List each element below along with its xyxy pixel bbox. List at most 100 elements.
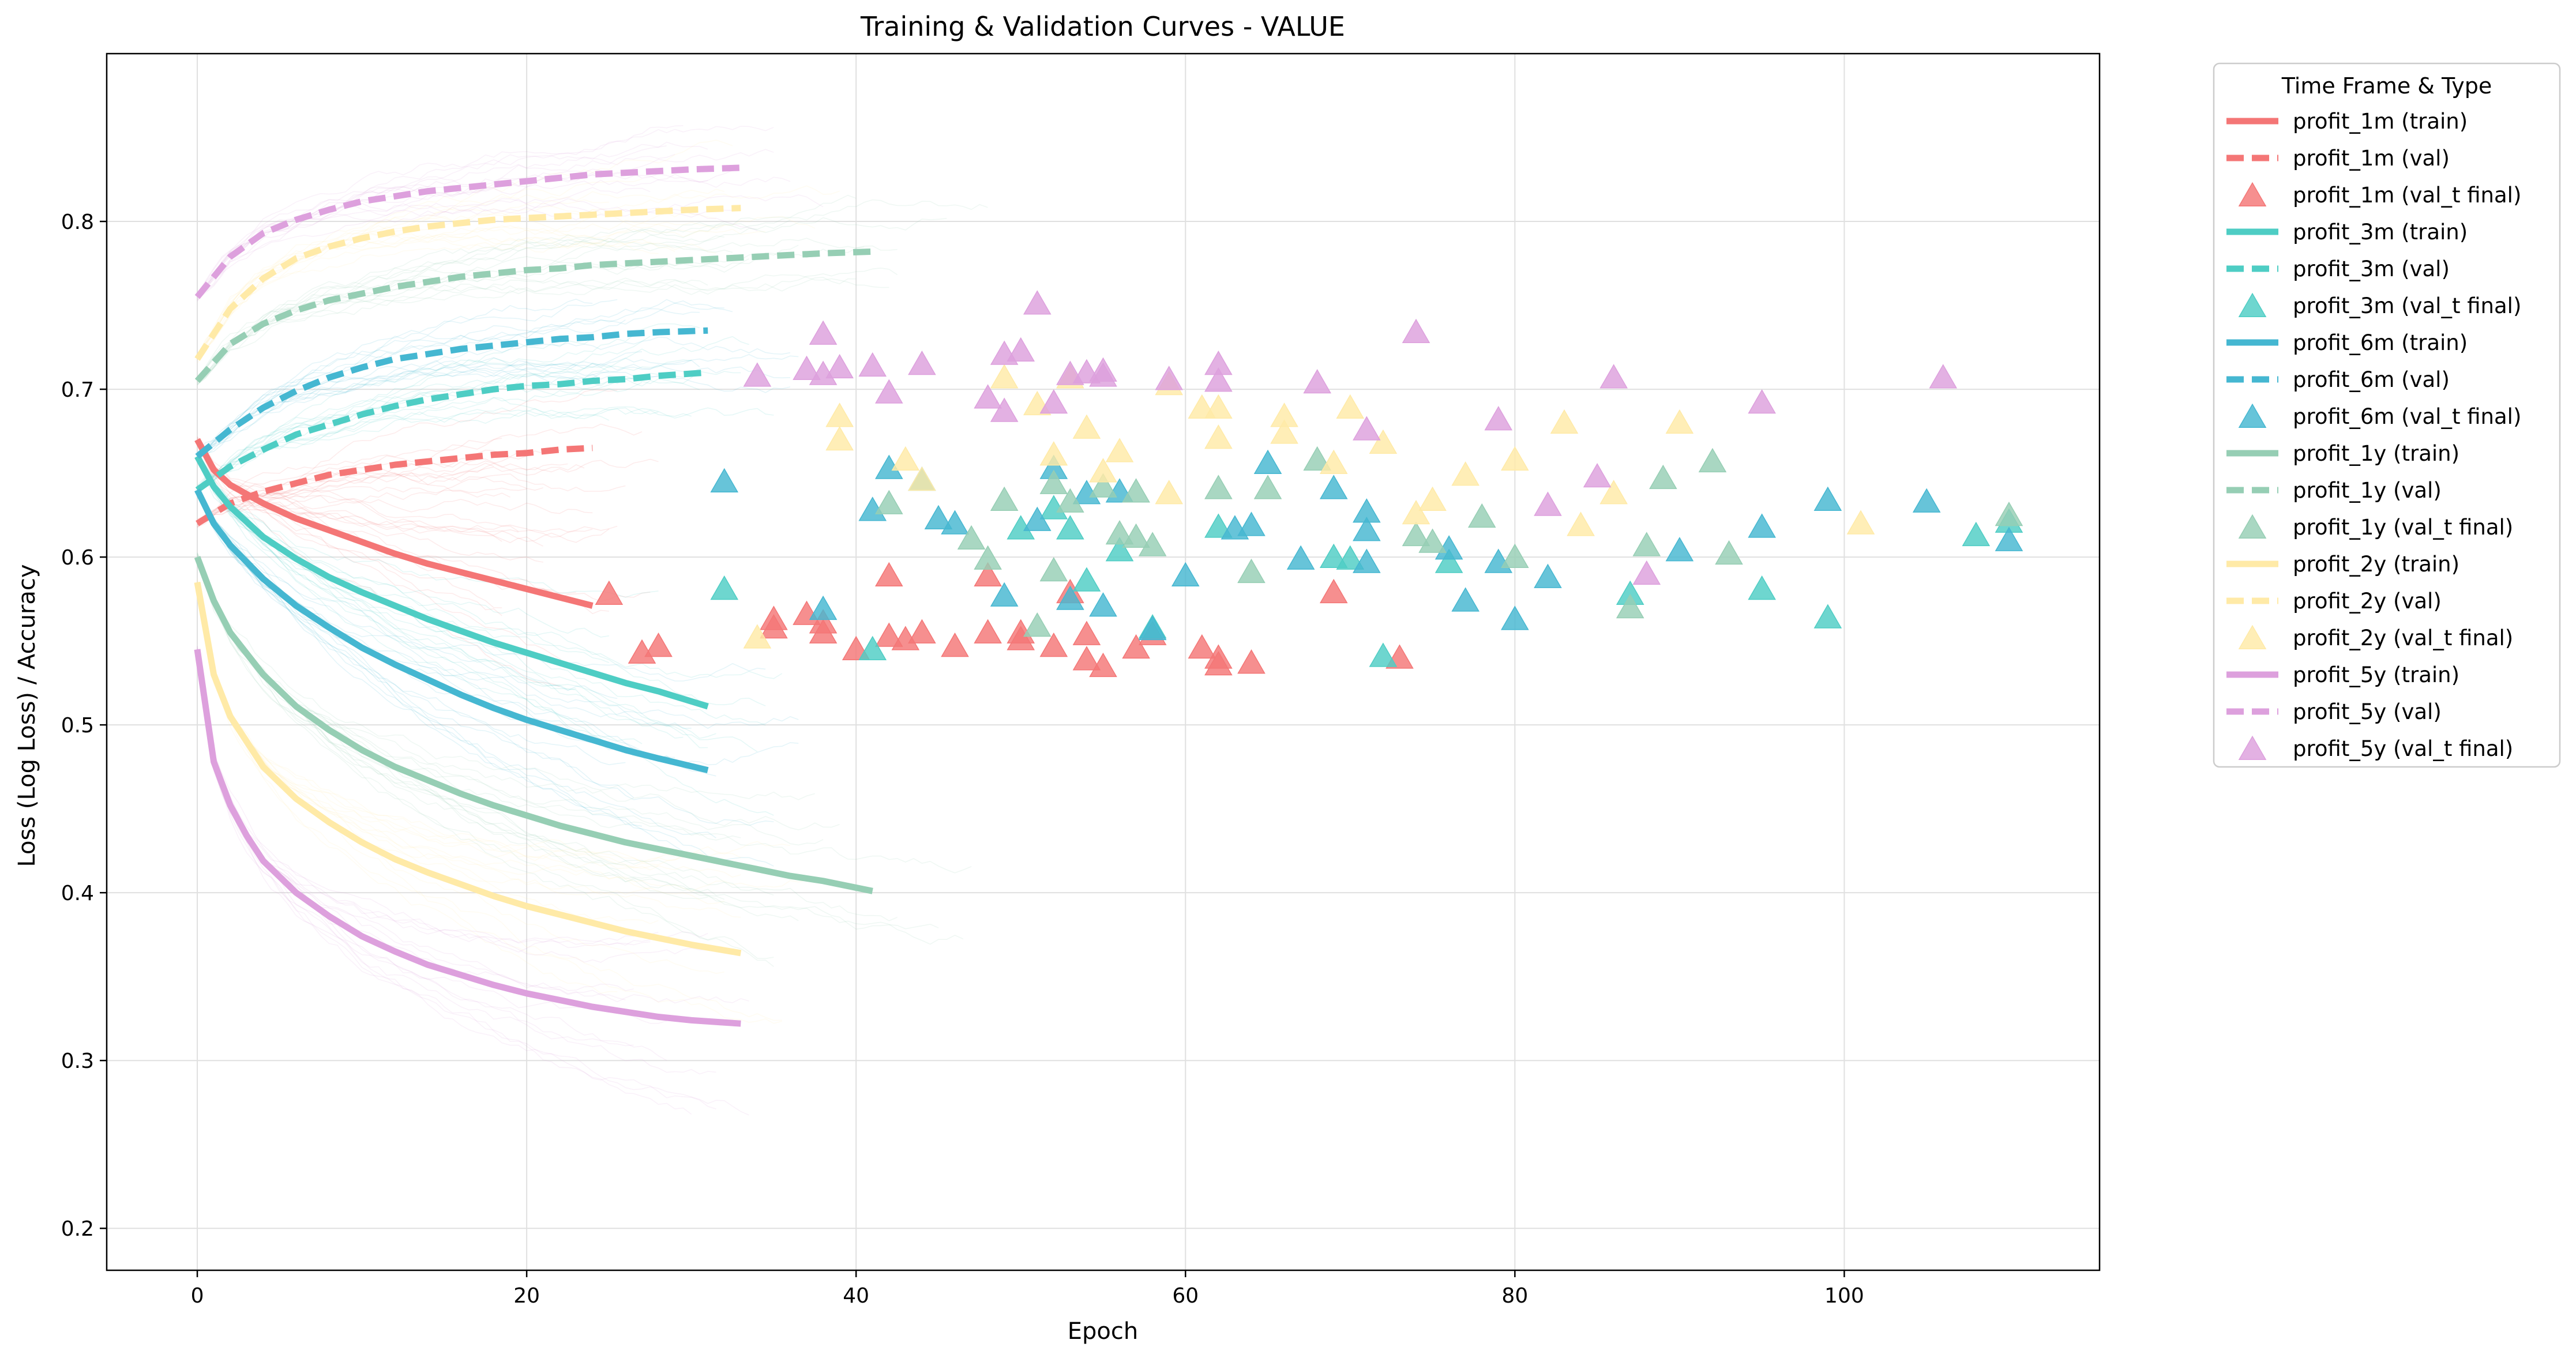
point-profit_1m (val_t final): [644, 632, 673, 657]
series-line-profit_5y (val): [194, 164, 741, 299]
legend-entry: profit_1y (train): [2226, 441, 2459, 466]
point-profit_1m (val_t final): [1039, 632, 1068, 657]
legend-entry: profit_2y (train): [2226, 552, 2459, 577]
point-profit_5y (val_t final): [793, 355, 821, 381]
point-profit_5y (val_t final): [1599, 364, 1628, 389]
point-profit_6m (val_t final): [1534, 563, 1562, 588]
series-line-profit_3m (train): [194, 454, 709, 710]
legend-entry: profit_6m (train): [2226, 330, 2468, 355]
run-trace: [197, 213, 816, 357]
run-trace: [197, 580, 724, 905]
run-trace: [197, 558, 972, 874]
point-profit_3m (val_t final): [1336, 545, 1365, 570]
point-profit_2y (val_t final): [1336, 394, 1365, 419]
point-profit_2y (val_t final): [891, 446, 920, 471]
run-trace: [197, 217, 947, 386]
series-line-profit_1m (val): [196, 445, 593, 526]
run-trace: [197, 459, 659, 598]
point-profit_6m (val_t final): [1501, 605, 1529, 630]
point-profit_1m (val_t final): [1237, 649, 1266, 674]
point-profit_1y (val_t final): [1715, 540, 1743, 565]
point-profit_5y (val_t final): [1089, 357, 1117, 382]
run-trace: [197, 126, 774, 298]
legend-marker: [2238, 182, 2267, 206]
point-profit_6m (val_t final): [1665, 537, 1694, 562]
run-trace: [197, 323, 700, 491]
run-trace: [197, 372, 692, 486]
legend-entry: profit_2y (val): [2226, 589, 2442, 614]
legend-entry: profit_2y (val_t final): [2238, 624, 2513, 650]
run-trace: [197, 492, 774, 867]
run-trace: [197, 442, 502, 616]
point-profit_2y (val_t final): [1567, 511, 1595, 536]
point-profit_3m (val_t final): [710, 575, 739, 600]
point-profit_1m (val_t final): [1122, 634, 1150, 659]
run-trace: [197, 172, 609, 297]
run-trace: [197, 371, 741, 491]
point-profit_6m (val_t final): [1353, 548, 1381, 573]
point-profit_5y (val_t final): [1484, 406, 1513, 431]
point-profit_3m (val_t final): [1748, 575, 1776, 600]
point-profit_6m (val_t final): [1023, 506, 1052, 531]
point-profit_1y (val_t final): [875, 490, 903, 514]
point-profit_3m (val_t final): [1072, 567, 1101, 592]
run-trace: [197, 353, 799, 454]
series-line-profit_6m (val): [195, 327, 708, 459]
legend-label: profit_3m (train): [2293, 220, 2468, 244]
legend: Time Frame & Type profit_1m (train) profi…: [2213, 62, 2561, 768]
point-profit_6m (val_t final): [1813, 486, 1842, 511]
run-trace: [197, 268, 898, 385]
point-profit_1m (val_t final): [1072, 646, 1101, 671]
point-profit_1y (val_t final): [990, 486, 1019, 511]
legend-entry: profit_3m (val): [2226, 257, 2450, 281]
legend-label: profit_2y (val_t final): [2293, 626, 2513, 650]
point-profit_5y (val_t final): [1303, 369, 1331, 394]
point-profit_2y (val_t final): [743, 624, 772, 649]
legend-entry: profit_3m (val_t final): [2238, 292, 2521, 318]
point-profit_1m (val_t final): [974, 562, 1002, 586]
run-trace: [197, 556, 774, 968]
point-profit_1y (val_t final): [1122, 523, 1150, 548]
y-tick-label: 0.7: [61, 378, 94, 402]
run-trace: [197, 580, 724, 974]
legend-label: profit_2y (val): [2293, 589, 2442, 614]
point-profit_1y (val_t final): [1995, 501, 2023, 526]
run-trace: [197, 491, 643, 827]
run-trace: [197, 145, 667, 295]
run-trace: [197, 583, 675, 863]
legend-label: profit_5y (val_t final): [2293, 736, 2513, 761]
legend-entry: profit_1m (train): [2226, 109, 2468, 134]
point-profit_5y (val_t final): [990, 397, 1019, 422]
point-profit_3m (val_t final): [1369, 642, 1398, 667]
point-profit_1y (val_t final): [1501, 543, 1529, 568]
run-trace: [197, 221, 725, 360]
axis-ticks: 0 20 40 60 80 100 0.2 0.3 0.4 0.5 0.6 0.7 0.8: [61, 210, 1864, 1308]
legend-label: profit_5y (train): [2293, 663, 2459, 687]
legend-entry: profit_5y (val): [2226, 699, 2442, 724]
legend-label: profit_2y (train): [2293, 552, 2459, 577]
y-tick-label: 0.4: [61, 882, 94, 905]
run-trace: [197, 300, 733, 458]
run-trace: [197, 650, 651, 949]
series-markers: [595, 290, 2023, 678]
point-profit_1y (val_t final): [1616, 594, 1644, 619]
run-trace: [197, 491, 700, 861]
run-trace: [197, 490, 618, 699]
point-profit_3m (val_t final): [1813, 604, 1842, 629]
point-profit_1y (val_t final): [1303, 446, 1331, 471]
point-profit_6m (val_t final): [1353, 517, 1381, 541]
run-trace: [197, 581, 741, 878]
point-profit_1y (val_t final): [1039, 556, 1068, 582]
point-profit_2y (val_t final): [1072, 414, 1101, 439]
legend-entry: profit_6m (val): [2226, 367, 2450, 392]
point-profit_5y (val_t final): [1353, 416, 1381, 441]
point-profit_2y (val_t final): [1089, 458, 1117, 483]
legend-marker: [2238, 514, 2267, 539]
run-trace: [197, 456, 610, 744]
point-profit_3m (val_t final): [858, 635, 887, 661]
run-trace: [197, 451, 774, 816]
run-trace: [197, 584, 651, 889]
run-trace: [197, 235, 610, 360]
point-profit_1y (val_t final): [1402, 521, 1430, 547]
point-profit_1m (val_t final): [809, 619, 838, 644]
